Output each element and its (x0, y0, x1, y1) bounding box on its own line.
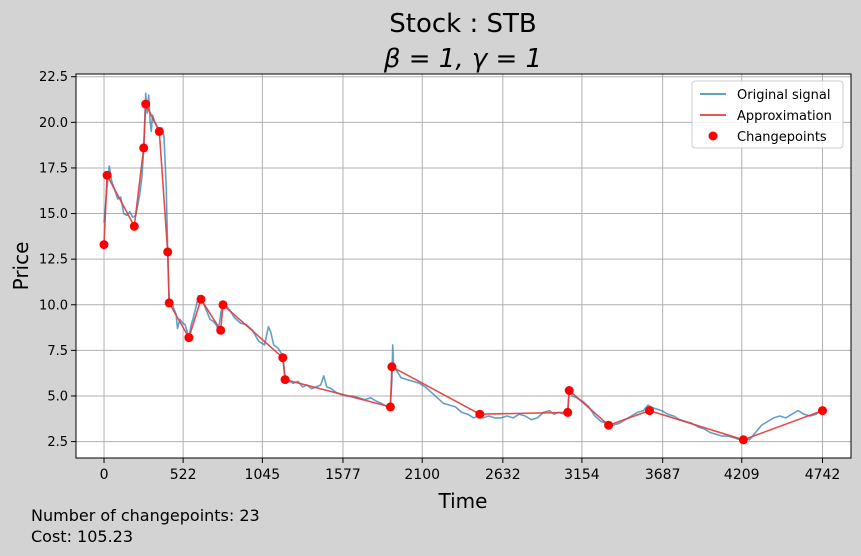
changepoint-marker (563, 407, 573, 417)
changepoint-marker (218, 300, 228, 310)
x-tick-label: 3687 (645, 467, 681, 483)
changepoint-marker (139, 143, 149, 153)
changepoint-marker (99, 240, 109, 250)
legend-swatch-changepoints (708, 131, 718, 141)
changepoint-marker (278, 353, 288, 363)
x-tick-label: 2632 (485, 467, 521, 483)
changepoint-count-text: Number of changepoints: 23 (31, 506, 260, 525)
cost-text: Cost: 105.23 (31, 527, 134, 546)
x-tick-label: 0 (100, 467, 109, 483)
changepoint-marker (102, 170, 112, 180)
chart-title: Stock : STB (389, 9, 536, 39)
x-tick-label: 1577 (325, 467, 361, 483)
changepoint-marker (154, 127, 164, 136)
y-tick-label: 17.5 (39, 161, 68, 176)
legend-box (691, 80, 844, 149)
changepoint-marker (738, 435, 748, 445)
y-tick-label: 15.0 (39, 207, 68, 222)
y-tick-label: 22.5 (39, 70, 68, 85)
changepoint-marker (385, 402, 395, 412)
changepoint-marker (818, 406, 827, 416)
changepoint-marker (164, 298, 174, 308)
chart-subtitle: β = 1, γ = 1 (383, 44, 542, 74)
x-tick-label: 4209 (724, 467, 760, 483)
y-tick-label: 7.5 (47, 344, 68, 359)
x-tick-label: 2100 (404, 467, 440, 483)
legend: Original signal Approximation Changepoin… (691, 80, 844, 149)
legend-label-changepoints: Changepoints (737, 130, 827, 145)
changepoint-marker (141, 99, 151, 109)
y-tick-label: 2.5 (47, 435, 68, 450)
x-tick-label: 522 (170, 467, 197, 483)
y-tick-label: 12.5 (39, 253, 68, 268)
changepoint-marker (604, 420, 614, 430)
y-axis-label: Price (9, 242, 33, 291)
changepoint-marker (163, 247, 173, 257)
y-tick-label: 20.0 (39, 116, 68, 131)
changepoint-marker (129, 221, 139, 231)
changepoint-marker (216, 325, 226, 335)
x-tick-label: 3154 (564, 467, 600, 483)
changepoint-marker (645, 406, 654, 416)
x-axis-label: Time (438, 489, 488, 513)
plot-frame (75, 73, 852, 459)
changepoint-marker (564, 386, 574, 395)
y-tick-label: 5.0 (47, 389, 68, 404)
changepoint-marker (387, 362, 397, 372)
legend-label-approximation: Approximation (737, 109, 832, 124)
legend-label-original-signal: Original signal (737, 88, 830, 103)
grid-lines (76, 74, 851, 458)
x-tick-label: 4742 (805, 467, 841, 483)
series-layer (99, 92, 827, 445)
changepoint-marker (196, 294, 206, 304)
changepoint-marker (475, 409, 485, 419)
y-tick-label: 10.0 (39, 298, 68, 313)
x-tick-label: 1045 (245, 467, 281, 483)
axis-ticks: 0 522 1045 1577 2100 2632 3154 3687 4209 4742 2.5 5… (39, 70, 840, 483)
changepoint-marker (184, 333, 194, 343)
changepoint-marker (280, 375, 290, 385)
